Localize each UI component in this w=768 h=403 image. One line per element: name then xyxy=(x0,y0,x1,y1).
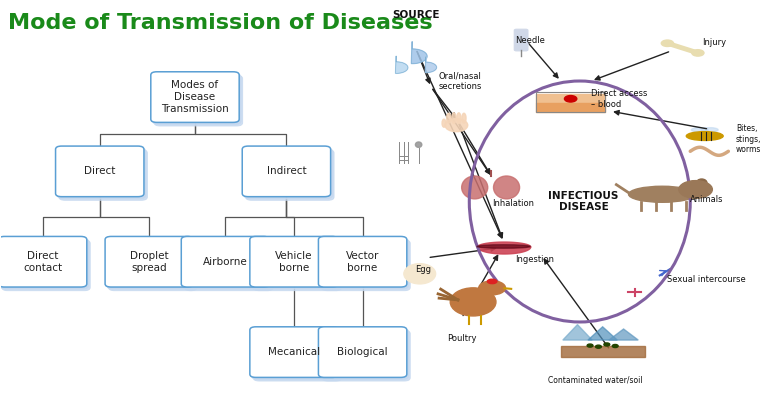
Text: Airborne: Airborne xyxy=(203,257,248,267)
Ellipse shape xyxy=(628,186,696,202)
Circle shape xyxy=(604,343,610,346)
FancyBboxPatch shape xyxy=(105,237,194,287)
FancyBboxPatch shape xyxy=(319,237,407,287)
FancyBboxPatch shape xyxy=(536,103,605,112)
Ellipse shape xyxy=(477,245,530,248)
FancyBboxPatch shape xyxy=(0,237,87,287)
FancyBboxPatch shape xyxy=(151,72,239,123)
FancyBboxPatch shape xyxy=(515,29,528,51)
Polygon shape xyxy=(396,56,408,73)
Text: Egg: Egg xyxy=(415,265,432,274)
Text: INFECTIOUS
DISEASE: INFECTIOUS DISEASE xyxy=(548,191,619,212)
Circle shape xyxy=(692,50,704,56)
Ellipse shape xyxy=(447,113,451,123)
FancyBboxPatch shape xyxy=(59,150,147,200)
Text: Mode of Transmission of Diseases: Mode of Transmission of Diseases xyxy=(8,13,433,33)
FancyBboxPatch shape xyxy=(320,329,409,379)
Text: Vector
borne: Vector borne xyxy=(346,251,379,272)
FancyBboxPatch shape xyxy=(253,330,342,381)
FancyBboxPatch shape xyxy=(250,237,338,287)
FancyBboxPatch shape xyxy=(322,240,410,291)
Text: Inhalation: Inhalation xyxy=(492,199,535,208)
FancyBboxPatch shape xyxy=(55,146,144,197)
Text: Ingestion: Ingestion xyxy=(515,255,554,264)
FancyBboxPatch shape xyxy=(154,75,243,126)
FancyBboxPatch shape xyxy=(107,239,195,289)
Text: Direct: Direct xyxy=(84,166,115,177)
FancyBboxPatch shape xyxy=(319,327,407,377)
FancyBboxPatch shape xyxy=(153,74,241,125)
Ellipse shape xyxy=(452,113,456,123)
FancyBboxPatch shape xyxy=(536,94,605,103)
Text: Direct access
– blood: Direct access – blood xyxy=(591,89,647,109)
Polygon shape xyxy=(425,57,436,73)
Circle shape xyxy=(478,281,505,295)
Text: Poultry: Poultry xyxy=(447,334,476,343)
Text: Needle: Needle xyxy=(515,36,545,46)
FancyBboxPatch shape xyxy=(0,239,88,289)
FancyBboxPatch shape xyxy=(252,329,340,379)
Circle shape xyxy=(587,344,593,347)
Ellipse shape xyxy=(697,179,707,187)
Ellipse shape xyxy=(445,118,468,132)
Ellipse shape xyxy=(494,176,520,199)
Text: Bites,
stings,
worms: Bites, stings, worms xyxy=(736,125,761,154)
FancyBboxPatch shape xyxy=(184,239,272,289)
Circle shape xyxy=(595,345,601,348)
FancyBboxPatch shape xyxy=(184,240,273,291)
Text: Mecanical: Mecanical xyxy=(268,347,320,357)
Polygon shape xyxy=(609,329,638,340)
Ellipse shape xyxy=(415,142,422,147)
FancyBboxPatch shape xyxy=(108,240,197,291)
FancyBboxPatch shape xyxy=(2,240,90,291)
FancyBboxPatch shape xyxy=(244,148,333,199)
Text: Sexual intercourse: Sexual intercourse xyxy=(667,275,746,284)
FancyBboxPatch shape xyxy=(322,330,410,381)
Text: SOURCE: SOURCE xyxy=(392,10,440,20)
Ellipse shape xyxy=(457,113,461,123)
FancyBboxPatch shape xyxy=(242,146,330,197)
FancyBboxPatch shape xyxy=(250,327,338,377)
Ellipse shape xyxy=(488,279,497,284)
FancyBboxPatch shape xyxy=(58,148,146,199)
Ellipse shape xyxy=(691,128,708,132)
Text: Droplet
spread: Droplet spread xyxy=(130,251,169,272)
FancyBboxPatch shape xyxy=(561,346,644,357)
Text: Contaminated water/soil: Contaminated water/soil xyxy=(548,376,642,385)
Text: Indirect: Indirect xyxy=(266,166,306,177)
Ellipse shape xyxy=(687,132,723,141)
FancyBboxPatch shape xyxy=(252,239,340,289)
Text: Modes of
Disease
Transmission: Modes of Disease Transmission xyxy=(161,81,229,114)
Circle shape xyxy=(679,181,713,198)
Ellipse shape xyxy=(404,264,435,284)
Text: Vehicle
borne: Vehicle borne xyxy=(275,251,313,272)
FancyBboxPatch shape xyxy=(253,240,342,291)
Circle shape xyxy=(612,345,618,347)
Text: Biological: Biological xyxy=(337,347,388,357)
Ellipse shape xyxy=(442,119,446,127)
FancyBboxPatch shape xyxy=(320,239,409,289)
Text: Oral/nasal
secretions: Oral/nasal secretions xyxy=(439,71,482,91)
Circle shape xyxy=(661,40,674,46)
Circle shape xyxy=(564,96,577,102)
Polygon shape xyxy=(588,327,617,340)
FancyBboxPatch shape xyxy=(181,237,270,287)
Polygon shape xyxy=(412,42,427,64)
Ellipse shape xyxy=(462,113,466,123)
Text: Direct
contact: Direct contact xyxy=(23,251,62,272)
FancyBboxPatch shape xyxy=(246,150,334,200)
Text: Injury: Injury xyxy=(702,38,726,48)
Ellipse shape xyxy=(450,288,496,316)
Polygon shape xyxy=(563,324,592,340)
Ellipse shape xyxy=(701,128,718,132)
Ellipse shape xyxy=(462,176,488,199)
Text: Animals: Animals xyxy=(690,195,723,204)
